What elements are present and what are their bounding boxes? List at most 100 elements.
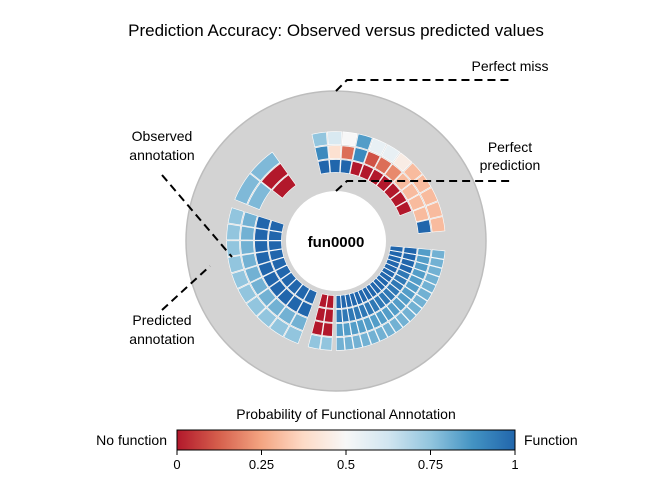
segment-g0-l1-2 [276, 288, 295, 306]
chart-title: Prediction Accuracy: Observed versus pre… [128, 21, 544, 40]
predicted-annotation-label-line2: annotation [129, 331, 194, 347]
segment-g0-l3-5 [231, 269, 250, 289]
segment-g3-l0-12 [357, 288, 369, 304]
segment-g3-l2-3 [411, 267, 427, 280]
segment-g0-l0-9 [269, 220, 285, 233]
segment-g0-l0-0 [303, 288, 318, 305]
segment-g2-l2-9 [407, 194, 426, 211]
segment-g2-l3-6 [392, 152, 413, 172]
segment-g0-l0-3 [280, 271, 297, 288]
legend-right-label: Function [524, 432, 578, 448]
segment-g1-l3-0 [234, 173, 261, 205]
segment-g0-l2-9 [241, 211, 258, 228]
segment-g2-l2-6 [384, 163, 403, 182]
segment-g3-l2-5 [404, 280, 421, 294]
color-bar [176, 429, 516, 451]
segment-g3-l1-13 [358, 303, 369, 319]
segment-g4-l0-1 [318, 293, 329, 308]
segment-g3-l3-3 [424, 272, 440, 286]
segment-g3-l2-14 [356, 318, 367, 334]
segment-g2-l2-11 [416, 219, 432, 234]
segment-g2-l1-4 [359, 164, 375, 181]
segment-g3-l2-12 [368, 313, 382, 329]
legend-title: Probability of Functional Annotation [236, 406, 455, 422]
center-hole [286, 191, 386, 291]
legend-tick-label: 0.25 [249, 457, 274, 472]
segment-g3-l3-15 [351, 334, 363, 350]
segment-g4-l1-1 [314, 306, 326, 322]
segment-g0-l2-7 [240, 240, 255, 255]
segment-g1-l1-1 [271, 174, 297, 199]
segment-g3-l1-12 [363, 301, 375, 316]
segment-g3-l0-13 [353, 290, 364, 306]
segment-g3-l1-14 [352, 305, 363, 321]
segment-g2-l2-3 [352, 147, 369, 164]
segment-g3-l0-10 [365, 283, 378, 298]
segment-g0-l2-6 [241, 253, 258, 270]
segment-g0-l0-8 [268, 230, 283, 241]
segment-g3-l3-1 [429, 257, 445, 269]
segment-g3-l1-2 [400, 257, 416, 268]
segment-g3-l3-12 [374, 325, 389, 342]
segment-g0-l0-1 [294, 284, 310, 301]
segment-g4-l0-0 [326, 294, 335, 309]
segment-g3-l3-2 [426, 265, 443, 277]
segment-g2-l1-6 [376, 174, 393, 192]
segment-g3-l1-11 [368, 298, 381, 313]
segment-g3-l0-3 [385, 258, 400, 269]
segment-g0-l3-8 [226, 223, 241, 241]
segment-g2-l1-0 [317, 159, 331, 175]
segment-g3-l3-5 [416, 287, 433, 302]
segment-g4-l2-0 [321, 322, 334, 337]
segment-g2-l3-3 [355, 133, 373, 151]
segment-g3-l2-13 [362, 316, 375, 332]
segment-g3-l3-11 [381, 321, 396, 338]
segment-g3-l2-11 [375, 309, 389, 326]
perfect-prediction-leader [335, 180, 512, 192]
segment-g0-l2-0 [290, 313, 308, 331]
segment-g3-l3-14 [359, 332, 372, 348]
legend-left-label: No function [96, 432, 167, 448]
segment-g0-l3-1 [269, 317, 290, 337]
legend-tick-label: 0 [173, 457, 180, 472]
segment-g3-l1-10 [373, 294, 387, 310]
segment-g3-l3-17 [336, 336, 345, 351]
segment-g0-l1-3 [268, 280, 287, 298]
segment-g0-l1-8 [254, 228, 269, 241]
segment-g3-l0-1 [388, 250, 403, 258]
segment-g0-l0-2 [287, 278, 303, 295]
legend-tick-label: 0.5 [337, 457, 355, 472]
segment-g0-l2-4 [250, 277, 269, 296]
perfect-miss-leader [335, 79, 512, 92]
segment-g0-l3-3 [246, 296, 267, 317]
segment-g0-l1-0 [296, 300, 313, 318]
segment-g3-l2-16 [342, 322, 352, 337]
segment-g3-l0-6 [378, 270, 393, 283]
observed-annotation-label-line2: annotation [129, 147, 194, 163]
segment-g2-l2-5 [374, 156, 393, 175]
segment-g3-l0-15 [344, 293, 353, 308]
segment-g3-l1-5 [393, 273, 408, 286]
segment-g3-l0-17 [335, 295, 342, 309]
segment-g2-l3-4 [368, 137, 387, 156]
segment-g3-l2-10 [380, 306, 395, 322]
segment-g4-l2-1 [311, 320, 324, 336]
predicted-annotation-leader [161, 265, 211, 311]
segment-g2-l2-8 [401, 182, 420, 201]
perfect-prediction-label-line1: Perfect [488, 139, 532, 155]
segment-g2-l3-2 [341, 131, 358, 147]
segment-g2-l2-2 [340, 145, 355, 161]
segment-g0-l3-4 [237, 283, 257, 304]
segment-g3-l0-2 [387, 254, 402, 264]
segment-g3-l1-1 [402, 252, 417, 262]
segment-g2-l2-4 [363, 150, 381, 169]
segment-g3-l0-5 [381, 266, 396, 279]
segment-g2-l3-1 [327, 131, 343, 146]
segment-g0-l2-3 [257, 288, 277, 307]
segment-g3-l1-17 [335, 309, 343, 323]
center-label: fun0000 [308, 234, 365, 251]
segment-g0-l1-1 [286, 295, 304, 313]
segment-g3-l0-11 [361, 286, 373, 301]
segment-g3-l1-4 [395, 268, 411, 281]
